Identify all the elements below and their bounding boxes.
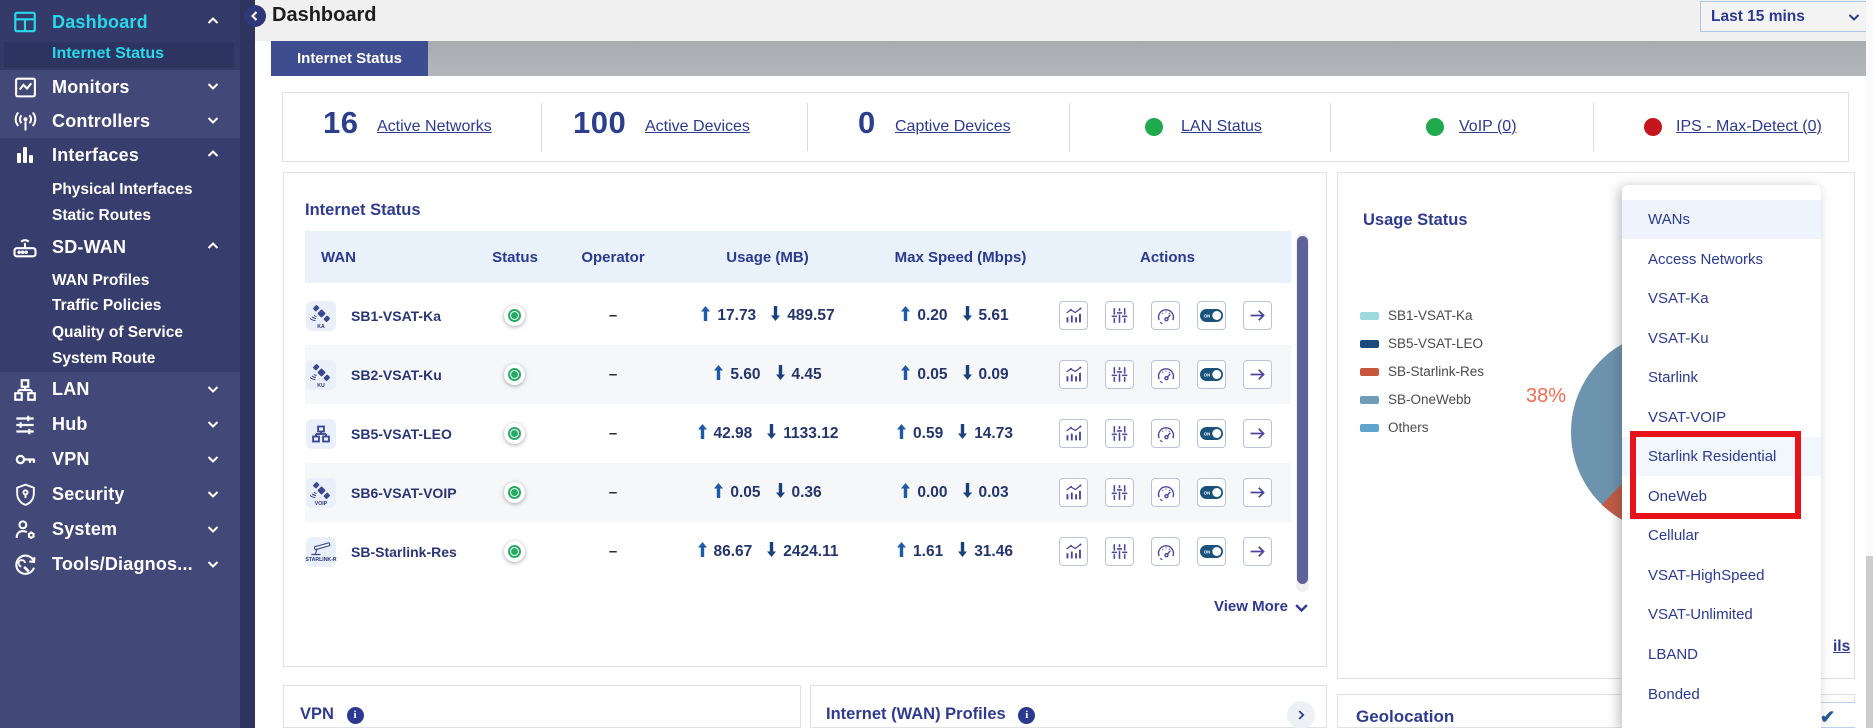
svg-text:ON: ON (1204, 432, 1210, 437)
svg-text:ON: ON (1204, 314, 1210, 319)
svg-text:ON: ON (1204, 373, 1210, 378)
svg-text:ON: ON (1204, 491, 1210, 496)
svg-text:ON: ON (1204, 550, 1210, 555)
